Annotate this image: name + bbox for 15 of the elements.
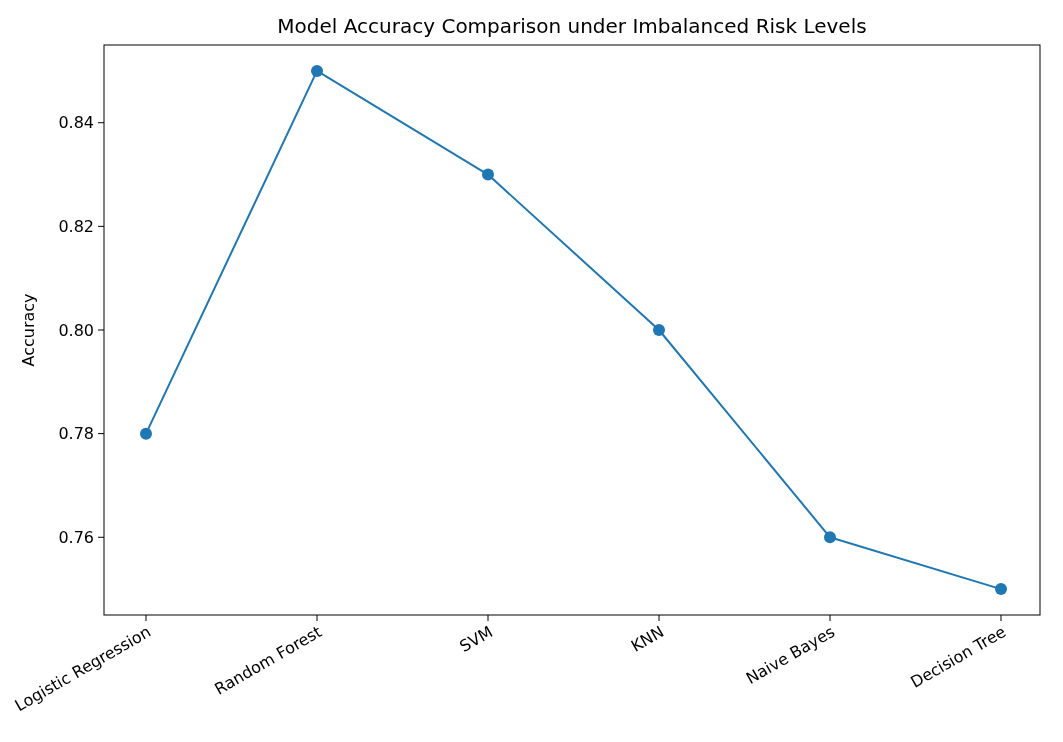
point xyxy=(995,583,1007,596)
point xyxy=(311,64,323,77)
chart-title: Model Accuracy Comparison under Imbalanced Risk Levels xyxy=(277,14,867,38)
y-tick-label: 0.82 xyxy=(58,216,94,236)
y-tick-label: 0.80 xyxy=(58,320,94,340)
y-axis-title: Accuracy xyxy=(19,293,38,367)
point xyxy=(653,324,665,336)
x-tick-label: KNN xyxy=(627,622,667,656)
y-tick-label: 0.78 xyxy=(58,424,94,444)
y-tick-label: 0.76 xyxy=(58,527,94,547)
point xyxy=(482,168,494,181)
point xyxy=(824,531,836,544)
x-tick-label: SVM xyxy=(456,622,496,656)
y-tick-label: 0.84 xyxy=(58,113,94,133)
point xyxy=(140,427,152,440)
